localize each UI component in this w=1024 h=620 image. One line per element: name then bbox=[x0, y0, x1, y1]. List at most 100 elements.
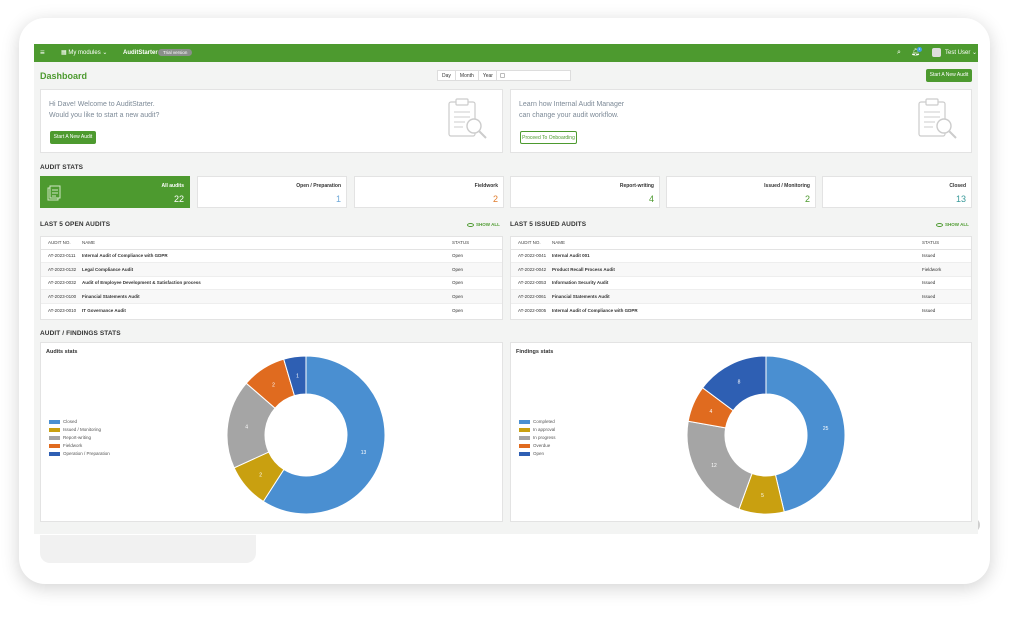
column-header-name: NAME bbox=[552, 237, 922, 250]
audit-status-cell: Open bbox=[452, 249, 502, 263]
range-year-button[interactable]: Year bbox=[482, 73, 493, 79]
audit-no-cell: AT-2022-0061 bbox=[511, 289, 552, 304]
table-row[interactable]: AT-2023-0010 IT Governance Audit Open bbox=[41, 303, 502, 317]
onboarding-line-1: Learn how Internal Audit Manager bbox=[519, 101, 625, 108]
stat-label: All audits bbox=[161, 183, 184, 189]
donut-slice-value-label: 2 bbox=[259, 472, 262, 478]
table-row[interactable]: AT-2023-0032 Audit of Employee Developmen… bbox=[41, 276, 502, 290]
audits-donut-chart: 13 2 4 2 1 bbox=[226, 355, 386, 515]
bell-icon[interactable]: 🔔︎ bbox=[911, 49, 920, 56]
date-range-toggle: Day Month Year bbox=[437, 70, 498, 81]
legend-item[interactable]: Open bbox=[519, 450, 556, 458]
audit-no-cell: AT-2022-0005 bbox=[518, 307, 547, 313]
table-row[interactable]: AT-2023-0100 Financial Statements Audit Op… bbox=[41, 289, 502, 304]
legend-item[interactable]: Operation / Preparation bbox=[49, 450, 110, 458]
table-row[interactable]: AT-2022-0005 Internal Audit of Compliance… bbox=[511, 303, 971, 317]
notification-badge: 1 bbox=[917, 47, 922, 52]
legend-swatch bbox=[49, 427, 60, 432]
audit-status-cell: Open bbox=[452, 307, 464, 313]
table-row[interactable]: AT-2022-0061 Financial Statements Audit Is… bbox=[511, 289, 971, 304]
findings-stats-chart-card: Findings stats Completed In approval In … bbox=[510, 342, 972, 522]
column-header-name: NAME bbox=[82, 237, 452, 250]
open-audits-title: LAST 5 OPEN AUDITS bbox=[40, 221, 111, 228]
legend-label: Fieldwork bbox=[63, 443, 83, 448]
stat-card-all-audits[interactable]: All audits 22 bbox=[40, 176, 190, 208]
audit-no-cell: AT-2023-0111 bbox=[41, 249, 82, 263]
issued-audits-show-all-link[interactable]: SHOW ALL bbox=[936, 222, 969, 227]
open-audits-table: AUDIT NO. NAME STATUS AT-2023-0111 Intern… bbox=[40, 236, 503, 320]
legend-item[interactable]: Closed bbox=[49, 418, 110, 426]
legend-item[interactable]: Issued / Monitoring bbox=[49, 426, 110, 434]
proceed-onboarding-button[interactable]: Proceed To Onboarding bbox=[520, 131, 577, 144]
open-audits-show-all-link[interactable]: SHOW ALL bbox=[467, 222, 500, 227]
legend-item[interactable]: Overdue bbox=[519, 442, 556, 450]
audit-no-cell: AT-2022-0042 bbox=[511, 262, 552, 277]
table-row[interactable]: AT-2022-0042 Product Recall Process Audit… bbox=[511, 262, 971, 277]
welcome-line-2: Would you like to start a new audit? bbox=[49, 112, 160, 119]
audit-status-cell: Open bbox=[452, 262, 502, 277]
audit-status-cell: Issued bbox=[922, 289, 971, 304]
user-chevron-down-icon[interactable]: ⌄ bbox=[972, 50, 978, 56]
table-row[interactable]: AT-2023-0111 Internal Audit of Compliance… bbox=[41, 249, 502, 263]
stat-value: 1 bbox=[335, 194, 341, 204]
legend-item[interactable]: Completed bbox=[519, 418, 556, 426]
audit-name-cell: Internal Audit of Compliance with GDPR bbox=[82, 249, 452, 263]
start-new-audit-button[interactable]: Start A New Audit bbox=[926, 69, 972, 82]
avatar[interactable] bbox=[932, 48, 941, 57]
eye-icon bbox=[936, 222, 943, 227]
legend-label: Overdue bbox=[533, 443, 551, 448]
user-name[interactable]: Test User bbox=[945, 50, 971, 56]
audit-name-cell: Information Security Audit bbox=[552, 276, 922, 290]
table-row[interactable]: AT-2022-0041 Internal Audit 001 Issued bbox=[511, 249, 971, 263]
range-day-button[interactable]: Day bbox=[438, 71, 456, 80]
audit-status-cell: Open bbox=[452, 289, 502, 304]
audit-name-cell: Internal Audit of Compliance with GDPR bbox=[552, 307, 638, 313]
legend-item[interactable]: Fieldwork bbox=[49, 442, 110, 450]
audits-stats-chart-card: Audits stats Closed Issued / Monitoring … bbox=[40, 342, 503, 522]
chart-title: Audits stats bbox=[46, 349, 78, 355]
clipboard-search-icon bbox=[448, 98, 487, 139]
modules-menu[interactable]: ▦ My modules ⌄ bbox=[61, 44, 107, 62]
stat-card-fieldwork[interactable]: Fieldwork 2 bbox=[354, 176, 504, 208]
stat-card-closed[interactable]: Closed 13 bbox=[822, 176, 972, 208]
audit-status-cell: Fieldwork bbox=[922, 262, 971, 277]
audits-chart-legend: Closed Issued / Monitoring Report-writin… bbox=[49, 418, 110, 458]
legend-item[interactable]: In approval bbox=[519, 426, 556, 434]
welcome-card: Hi Dave! Welcome to AuditStarter. Would … bbox=[40, 89, 503, 153]
donut-slice-value-label: 8 bbox=[738, 379, 741, 385]
audit-documents-icon bbox=[47, 185, 61, 201]
range-month-button[interactable]: Month bbox=[456, 71, 479, 80]
hamburger-menu-icon[interactable]: ≡ bbox=[40, 48, 45, 57]
eye-icon bbox=[467, 222, 474, 227]
legend-item[interactable]: In progress bbox=[519, 434, 556, 442]
donut-slice-operation-preparation[interactable] bbox=[283, 355, 307, 397]
app-screen: ≡ ▦ My modules ⌄ AuditStarter Trial vers… bbox=[34, 44, 978, 534]
donut-slice-closed[interactable] bbox=[262, 355, 386, 515]
column-header-status: STATUS bbox=[452, 237, 502, 250]
table-row[interactable]: AT-2022-0053 Information Security Audit Is… bbox=[511, 276, 971, 290]
welcome-line-1: Hi Dave! Welcome to AuditStarter. bbox=[49, 101, 155, 108]
stat-label: Issued / Monitoring bbox=[764, 183, 810, 189]
show-all-label: SHOW ALL bbox=[476, 222, 500, 227]
stat-card-issued-monitoring[interactable]: Issued / Monitoring 2 bbox=[666, 176, 816, 208]
audit-name-cell: Legal Compliance Audit bbox=[82, 262, 452, 277]
stat-card-report-writing[interactable]: Report-writing 4 bbox=[510, 176, 660, 208]
table-row[interactable]: AT-2023-0132 Legal Compliance Audit Open bbox=[41, 262, 502, 277]
modules-label: My modules bbox=[68, 50, 101, 56]
column-header-audit-no: AUDIT NO. bbox=[511, 237, 552, 250]
donut-slice-completed[interactable] bbox=[765, 355, 846, 513]
calendar-icon bbox=[500, 73, 505, 78]
search-icon[interactable]: ⌕ bbox=[897, 49, 901, 56]
donut-slice-open[interactable] bbox=[701, 355, 767, 412]
audit-name-cell: Financial Statements Audit bbox=[552, 289, 922, 304]
welcome-start-audit-button[interactable]: Start A New Audit bbox=[50, 131, 96, 144]
date-picker-input[interactable] bbox=[496, 70, 571, 81]
column-header-audit-no: AUDIT NO. bbox=[41, 237, 82, 250]
stat-card-open-preparation[interactable]: Open / Preparation 1 bbox=[197, 176, 347, 208]
donut-slice-value-label: 12 bbox=[711, 463, 717, 469]
donut-slice-in-progress[interactable] bbox=[686, 420, 753, 510]
donut-slice-value-label: 4 bbox=[710, 409, 713, 415]
legend-item[interactable]: Report-writing bbox=[49, 434, 110, 442]
audit-no-cell: AT-2022-0041 bbox=[511, 249, 552, 263]
audit-status-cell: Issued bbox=[922, 276, 971, 290]
